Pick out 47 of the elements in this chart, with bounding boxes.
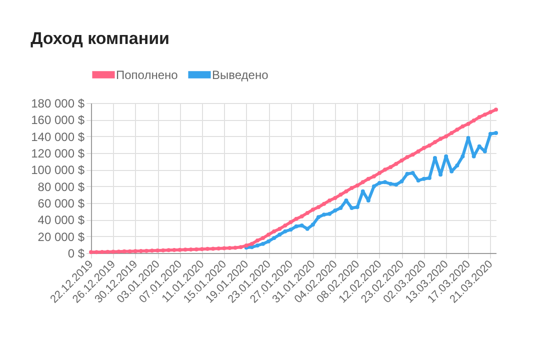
point	[388, 182, 393, 186]
y-tick-label: 180 000 $	[31, 96, 85, 110]
point	[488, 132, 492, 136]
point	[283, 229, 288, 234]
point	[416, 178, 420, 182]
point	[316, 215, 320, 220]
y-tick-label: 0 $	[68, 246, 85, 260]
point	[377, 181, 382, 185]
point	[288, 228, 293, 232]
y-tick-label: 100 000 $	[31, 163, 85, 178]
point	[278, 232, 282, 237]
point	[255, 244, 260, 248]
point	[460, 154, 465, 158]
y-tick-label: 60 000 $	[38, 196, 85, 210]
y-tick-label: 80 000 $	[38, 180, 85, 194]
point	[300, 224, 304, 228]
point	[328, 212, 332, 216]
y-tick-label: 20 000 $	[38, 230, 85, 244]
point	[383, 180, 388, 184]
point	[260, 242, 265, 246]
point	[338, 206, 343, 210]
y-tick-label: 40 000 $	[38, 213, 85, 228]
point	[494, 131, 498, 135]
point	[322, 212, 326, 217]
point	[432, 156, 437, 160]
point	[333, 208, 338, 212]
chart-title: Доход компании	[30, 29, 170, 48]
y-tick-label: 140 000 $	[31, 130, 85, 144]
point	[305, 226, 310, 231]
legend-label: Пополнено	[116, 68, 178, 82]
point	[394, 182, 398, 187]
point	[310, 222, 315, 227]
y-tick-label: 160 000 $	[31, 113, 85, 128]
point	[372, 184, 376, 188]
point	[427, 176, 432, 180]
y-tick-label: 120 000 $	[31, 146, 85, 160]
point	[272, 236, 276, 240]
point	[455, 164, 460, 168]
point	[350, 206, 354, 210]
point	[355, 205, 360, 210]
point	[405, 172, 410, 176]
point	[422, 176, 426, 181]
point	[400, 179, 404, 184]
point	[410, 171, 415, 175]
point	[266, 239, 271, 244]
legend-label: Выведено	[212, 68, 269, 82]
point	[294, 224, 298, 228]
